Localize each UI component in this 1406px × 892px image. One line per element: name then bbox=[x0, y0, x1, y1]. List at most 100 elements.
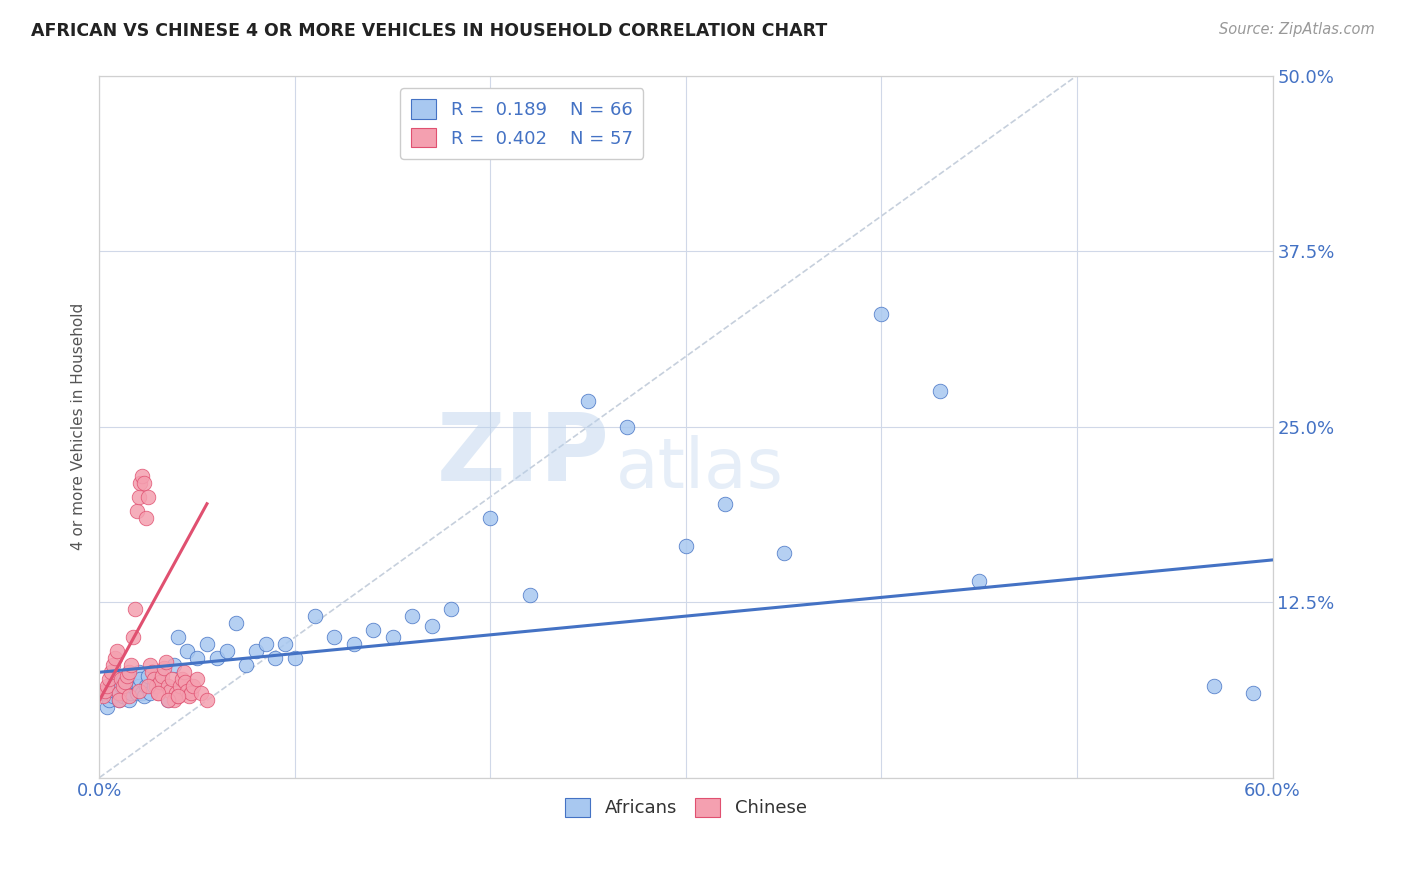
Point bbox=[145, 679, 167, 693]
Point bbox=[186, 651, 208, 665]
Point bbox=[100, 665, 122, 680]
Point bbox=[131, 686, 153, 700]
Point bbox=[205, 651, 228, 665]
Point bbox=[131, 468, 153, 483]
Point bbox=[118, 669, 141, 683]
Point bbox=[180, 686, 202, 700]
Point bbox=[146, 686, 169, 700]
Point bbox=[675, 539, 697, 553]
Point bbox=[108, 686, 131, 700]
Point bbox=[156, 693, 179, 707]
Point bbox=[284, 651, 307, 665]
Point bbox=[440, 602, 463, 616]
Point bbox=[304, 609, 326, 624]
Point bbox=[120, 686, 142, 700]
Point bbox=[108, 693, 131, 707]
Point bbox=[420, 619, 443, 633]
Point bbox=[264, 651, 287, 665]
Point bbox=[111, 689, 134, 703]
Point bbox=[93, 686, 115, 700]
Point bbox=[714, 497, 737, 511]
Point bbox=[128, 490, 150, 504]
Point bbox=[274, 637, 297, 651]
Y-axis label: 4 or more Vehicles in Household: 4 or more Vehicles in Household bbox=[72, 303, 86, 550]
Point bbox=[100, 679, 122, 693]
Point bbox=[361, 623, 384, 637]
Point bbox=[254, 637, 277, 651]
Text: ZIP: ZIP bbox=[437, 409, 610, 500]
Point bbox=[195, 693, 218, 707]
Point bbox=[225, 616, 247, 631]
Point bbox=[1241, 686, 1264, 700]
Point bbox=[121, 630, 143, 644]
Point bbox=[170, 673, 193, 687]
Point bbox=[111, 673, 134, 687]
Point bbox=[616, 419, 638, 434]
Point bbox=[146, 665, 169, 680]
Point bbox=[125, 504, 148, 518]
Point bbox=[114, 683, 136, 698]
Point bbox=[96, 700, 118, 714]
Point bbox=[110, 679, 132, 693]
Point bbox=[159, 683, 181, 698]
Point bbox=[166, 689, 188, 703]
Point bbox=[134, 475, 156, 490]
Point bbox=[149, 675, 172, 690]
Point bbox=[110, 673, 132, 687]
Legend: Africans, Chinese: Africans, Chinese bbox=[558, 790, 814, 825]
Point bbox=[146, 686, 169, 700]
Point bbox=[174, 675, 197, 690]
Text: AFRICAN VS CHINESE 4 OR MORE VEHICLES IN HOUSEHOLD CORRELATION CHART: AFRICAN VS CHINESE 4 OR MORE VEHICLES IN… bbox=[31, 22, 827, 40]
Text: atlas: atlas bbox=[616, 435, 783, 502]
Point bbox=[129, 475, 152, 490]
Point bbox=[163, 658, 186, 673]
Point bbox=[181, 679, 204, 693]
Point bbox=[176, 644, 198, 658]
Point bbox=[111, 679, 134, 693]
Point bbox=[129, 673, 152, 687]
Point bbox=[108, 686, 131, 700]
Point bbox=[136, 490, 159, 504]
Point bbox=[104, 683, 127, 698]
Point bbox=[155, 656, 177, 670]
Point bbox=[136, 679, 159, 693]
Point bbox=[108, 693, 131, 707]
Point bbox=[128, 679, 150, 693]
Point bbox=[245, 644, 267, 658]
Point bbox=[401, 609, 423, 624]
Point bbox=[94, 683, 117, 698]
Point bbox=[186, 673, 208, 687]
Point bbox=[179, 689, 201, 703]
Point bbox=[173, 665, 195, 680]
Point bbox=[136, 669, 159, 683]
Point bbox=[772, 546, 794, 560]
Point bbox=[165, 686, 187, 700]
Point bbox=[381, 630, 404, 644]
Point bbox=[169, 679, 191, 693]
Point bbox=[143, 673, 166, 687]
Point bbox=[115, 669, 138, 683]
Point bbox=[124, 675, 146, 690]
Point bbox=[101, 689, 124, 703]
Point bbox=[124, 602, 146, 616]
Point bbox=[105, 673, 128, 687]
Point bbox=[96, 679, 118, 693]
Point bbox=[114, 675, 136, 690]
Point bbox=[104, 651, 127, 665]
Point bbox=[118, 689, 141, 703]
Point bbox=[156, 679, 179, 693]
Point bbox=[118, 693, 141, 707]
Point bbox=[139, 658, 162, 673]
Point bbox=[1202, 679, 1225, 693]
Point bbox=[156, 693, 179, 707]
Point bbox=[141, 665, 163, 680]
Point bbox=[121, 679, 143, 693]
Point bbox=[118, 665, 141, 680]
Point bbox=[235, 658, 257, 673]
Point bbox=[93, 689, 115, 703]
Point bbox=[519, 588, 541, 602]
Point bbox=[195, 637, 218, 651]
Point bbox=[190, 686, 212, 700]
Point bbox=[166, 630, 188, 644]
Point bbox=[105, 644, 128, 658]
